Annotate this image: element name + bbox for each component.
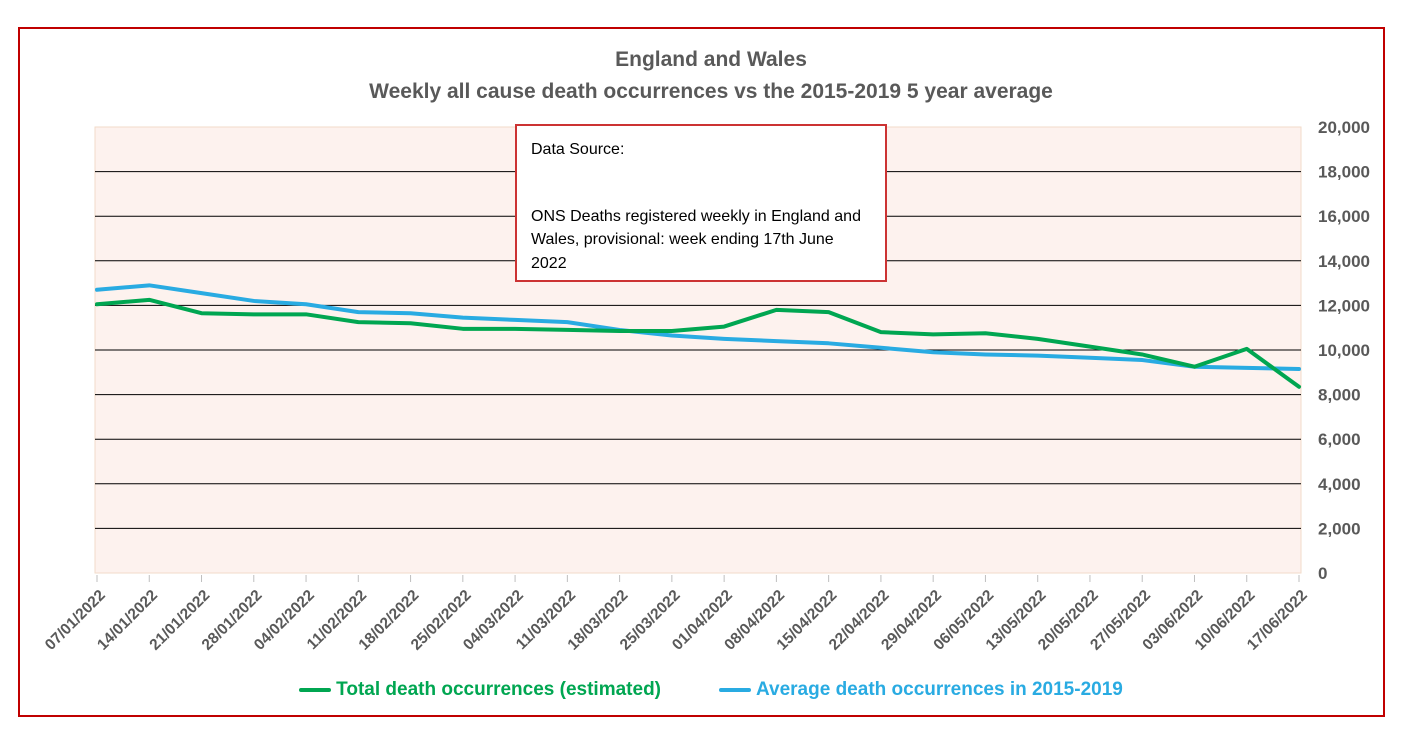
y-axis-label: 12,000	[1318, 296, 1370, 315]
y-axis-label: 6,000	[1318, 430, 1361, 449]
y-axis-label: 0	[1318, 564, 1327, 583]
y-axis-label: 4,000	[1318, 475, 1361, 494]
outer-border	[18, 27, 1385, 717]
y-axis-label: 8,000	[1318, 386, 1361, 405]
legend-line-swatch-blue	[719, 688, 752, 692]
chart-legend: Total death occurrences (estimated) Aver…	[0, 679, 1422, 701]
y-axis-label: 10,000	[1318, 341, 1370, 360]
legend-label-total-deaths: Total death occurrences (estimated)	[336, 679, 662, 700]
data-source-text: ONS Deaths registered weekly in England …	[531, 208, 861, 272]
chart-titles: England and Wales Weekly all cause death…	[0, 44, 1422, 108]
page-subtitle: Weekly all cause death occurrences vs th…	[369, 80, 1053, 103]
series-line	[95, 283, 1301, 371]
page-title: England and Wales	[615, 48, 807, 71]
y-axis-label: 2,000	[1318, 519, 1361, 538]
legend-item-total-deaths: Total death occurrences (estimated)	[299, 679, 661, 701]
y-axis-label: 20,000	[1318, 118, 1370, 137]
y-axis-label: 16,000	[1318, 207, 1370, 226]
series-line	[95, 297, 1301, 389]
data-source-heading: Data Source:	[531, 141, 625, 158]
y-axis-label: 18,000	[1318, 163, 1370, 182]
legend-line-swatch-green	[299, 688, 332, 692]
y-axis-label: 14,000	[1318, 252, 1370, 271]
legend-item-average-deaths: Average death occurrences in 2015-2019	[719, 679, 1123, 701]
legend-label-average-deaths: Average death occurrences in 2015-2019	[756, 679, 1123, 700]
data-source-box: Data Source: ONS Deaths registered weekl…	[515, 124, 887, 282]
